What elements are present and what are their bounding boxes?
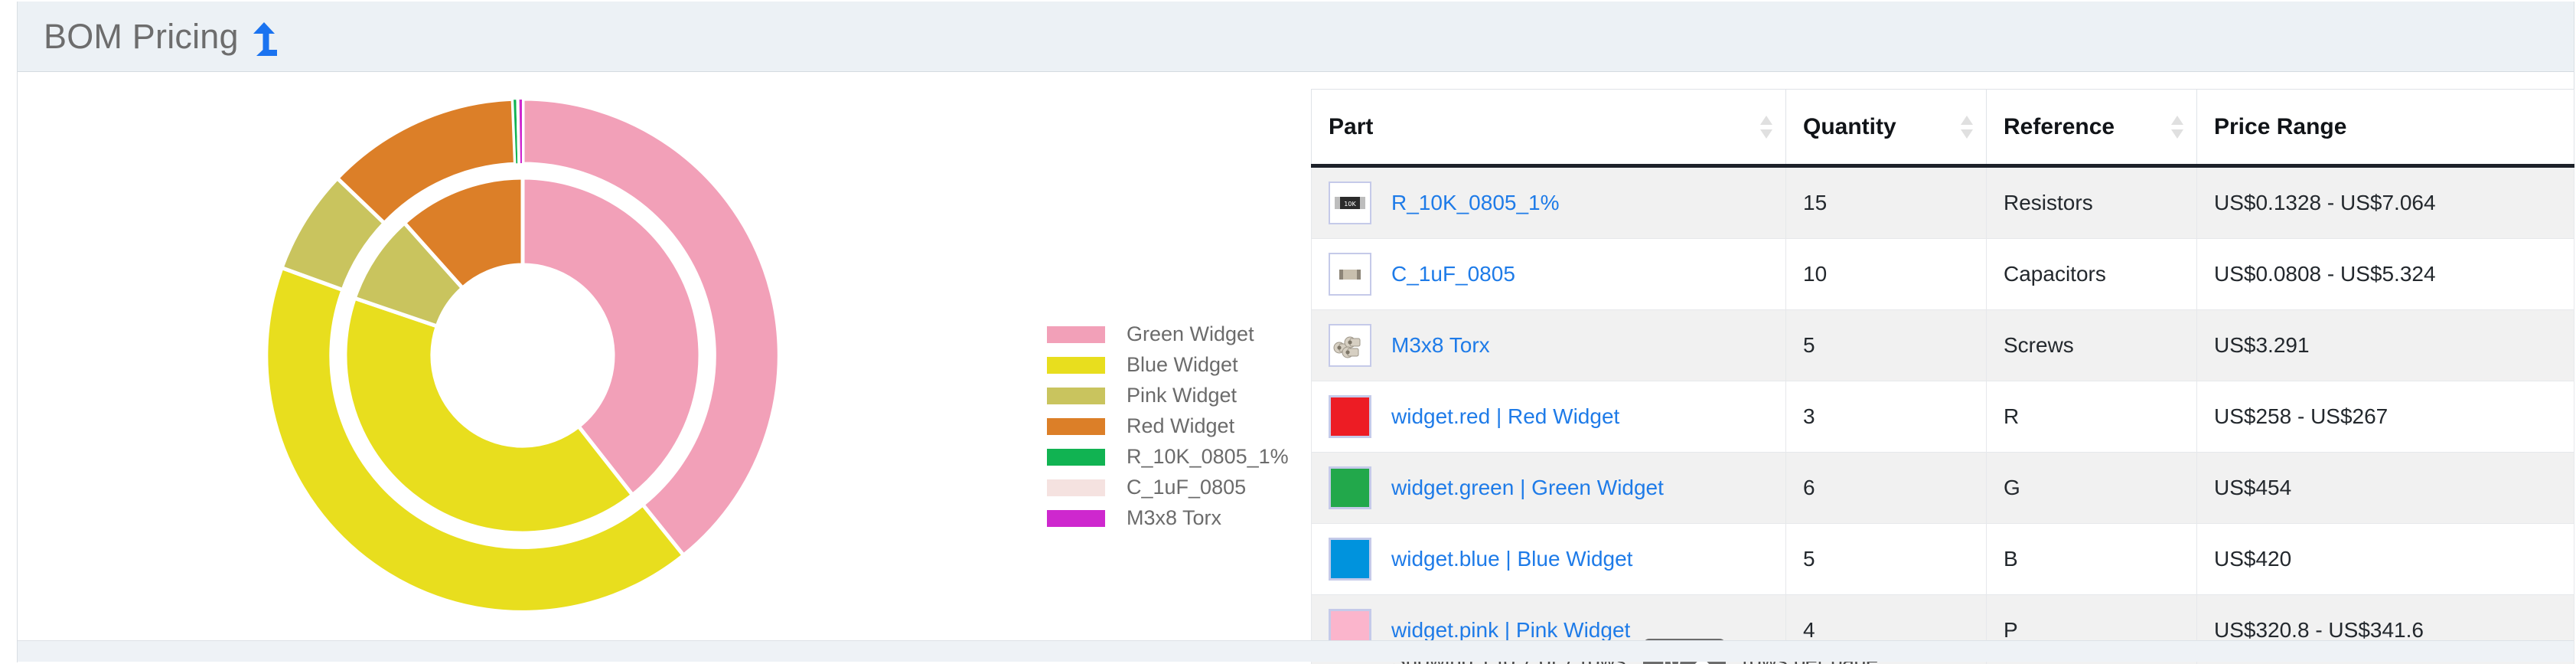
part-link[interactable]: widget.pink | Pink Widget (1391, 618, 1631, 642)
color-swatch-red-icon (1329, 395, 1371, 438)
cell-reference: B (1986, 523, 2197, 595)
legend-swatch-pink-widget (1047, 387, 1105, 404)
legend-swatch-r10k (1047, 448, 1105, 466)
legend-item[interactable]: Red Widget (1047, 414, 1299, 438)
cell-part: widget.blue | Blue Widget (1311, 523, 1786, 595)
legend-label: Red Widget (1127, 414, 1235, 437)
sort-arrows-icon[interactable] (2170, 114, 2184, 140)
bom-pricing-panel: BOM Pricing (17, 2, 2574, 664)
legend-item[interactable]: Green Widget (1047, 322, 1299, 346)
legend-swatch-red-widget (1047, 417, 1105, 435)
cell-quantity: 6 (1785, 452, 1987, 524)
cell-price-range: US$258 - US$267 (2196, 381, 2574, 453)
legend-label: M3x8 Torx (1127, 506, 1222, 529)
cell-quantity: 10 (1785, 238, 1987, 310)
table-row[interactable]: widget.red | Red Widget 3 R US$258 - US$… (1311, 381, 2574, 453)
cell-quantity: 5 (1785, 523, 1987, 595)
cell-price-range: US$454 (2196, 452, 2574, 524)
legend-swatch-c1uf (1047, 479, 1105, 496)
legend-item[interactable]: R_10K_0805_1% (1047, 445, 1299, 469)
cell-price-range: US$0.0808 - US$5.324 (2196, 238, 2574, 310)
cell-quantity: 3 (1785, 381, 1987, 453)
legend-label: Blue Widget (1127, 353, 1238, 376)
cell-price-range: US$0.1328 - US$7.064 (2196, 165, 2574, 239)
cell-part: widget.green | Green Widget (1311, 452, 1786, 524)
sort-arrows-icon[interactable] (1960, 114, 1974, 140)
table-row[interactable]: widget.green | Green Widget 6 G US$454 (1311, 452, 2574, 524)
column-header-label: Part (1329, 113, 1374, 139)
outer-slice-blue-widget[interactable] (264, 265, 686, 614)
cell-reference: Resistors (1986, 165, 2197, 239)
inner-slice-green-widget[interactable] (520, 175, 703, 498)
legend-swatch-m3x8 (1047, 509, 1105, 527)
cell-price-range: US$420 (2196, 523, 2574, 595)
bom-table-region: Part Quantity (1311, 89, 2574, 664)
color-swatch-blue-icon (1329, 538, 1371, 581)
part-link[interactable]: widget.blue | Blue Widget (1391, 547, 1633, 571)
outer-slice-m3x8[interactable] (517, 97, 523, 165)
legend-label: Green Widget (1127, 322, 1254, 345)
column-header-part[interactable]: Part (1311, 89, 1786, 168)
chart-legend: Green Widget Blue Widget Pink Widget Red… (1047, 322, 1299, 537)
donut-svg (264, 96, 781, 614)
panel-header: BOM Pricing (18, 2, 2574, 72)
column-header-label: Reference (2004, 113, 2115, 139)
column-header-label: Price Range (2214, 113, 2347, 139)
cell-price-range: US$3.291 (2196, 309, 2574, 381)
page-title: BOM Pricing (44, 16, 239, 56)
cell-part: M3x8 Torx (1311, 309, 1786, 381)
cell-part: widget.red | Red Widget (1311, 381, 1786, 453)
table-row[interactable]: C_1uF_0805 10 Capacitors US$0.0808 - US$… (1311, 238, 2574, 310)
cell-reference: G (1986, 452, 2197, 524)
legend-swatch-blue-widget (1047, 356, 1105, 374)
resistor-chip-icon: 10K (1329, 182, 1371, 224)
table-row[interactable]: 10K R_10K_0805_1% 15 Resistors US$0.1328… (1311, 165, 2574, 239)
inner-slice-red-widget[interactable] (401, 175, 525, 291)
part-link[interactable]: widget.green | Green Widget (1391, 476, 1664, 499)
cell-quantity: 5 (1785, 309, 1987, 381)
cell-reference: R (1986, 381, 2197, 453)
legend-label: Pink Widget (1127, 384, 1237, 407)
color-swatch-green-icon (1329, 466, 1371, 509)
part-link[interactable]: widget.red | Red Widget (1391, 404, 1620, 428)
cell-reference: Screws (1986, 309, 2197, 381)
part-link[interactable]: R_10K_0805_1% (1391, 191, 1560, 214)
svg-text:10K: 10K (1344, 201, 1356, 208)
chart-region: Green Widget Blue Widget Pink Widget Red… (18, 72, 1311, 614)
sort-arrows-icon[interactable] (1759, 114, 1773, 140)
bom-table: Part Quantity (1311, 89, 2574, 664)
capacitor-chip-icon (1329, 253, 1371, 296)
cell-reference: Capacitors (1986, 238, 2197, 310)
inner-slice-blue-widget[interactable] (343, 296, 636, 535)
panel-body: Green Widget Blue Widget Pink Widget Red… (18, 72, 2574, 664)
bom-pricing-donut-chart[interactable] (217, 49, 829, 662)
legend-label: C_1uF_0805 (1127, 476, 1247, 499)
level-up-arrow-icon[interactable] (251, 21, 277, 56)
table-header-row: Part Quantity (1311, 89, 2574, 168)
cell-part: 10K R_10K_0805_1% (1311, 165, 1786, 239)
part-link[interactable]: M3x8 Torx (1391, 333, 1490, 357)
legend-swatch-green-widget (1047, 325, 1105, 343)
column-header-quantity[interactable]: Quantity (1785, 89, 1987, 168)
legend-item[interactable]: Pink Widget (1047, 384, 1299, 407)
screws-icon (1329, 324, 1371, 367)
panel-bottom-strip (18, 640, 2574, 662)
cell-part: C_1uF_0805 (1311, 238, 1786, 310)
column-header-reference[interactable]: Reference (1986, 89, 2197, 168)
legend-item[interactable]: M3x8 Torx (1047, 506, 1299, 530)
table-row[interactable]: M3x8 Torx 5 Screws US$3.291 (1311, 309, 2574, 381)
outer-slice-green-widget[interactable] (520, 96, 781, 558)
legend-label: R_10K_0805_1% (1127, 445, 1289, 468)
table-row[interactable]: widget.blue | Blue Widget 5 B US$420 (1311, 523, 2574, 595)
column-header-label: Quantity (1803, 113, 1896, 139)
column-header-price-range[interactable]: Price Range (2196, 89, 2574, 168)
legend-item[interactable]: Blue Widget (1047, 353, 1299, 377)
part-link[interactable]: C_1uF_0805 (1391, 262, 1515, 286)
legend-item[interactable]: C_1uF_0805 (1047, 476, 1299, 499)
cell-quantity: 15 (1785, 165, 1987, 239)
